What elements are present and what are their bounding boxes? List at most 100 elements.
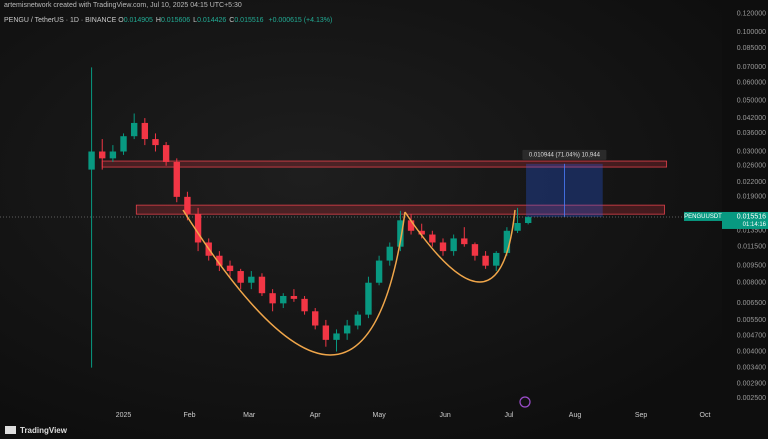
candle-body: [269, 293, 276, 304]
y-tick-label: 0.042000: [737, 115, 766, 122]
y-tick-label: 0.050000: [737, 98, 766, 105]
candle-body: [152, 139, 159, 146]
candle-body: [354, 314, 361, 326]
y-tick-label: 0.036000: [737, 130, 766, 137]
price-tag: [722, 211, 768, 229]
candle-body: [312, 311, 319, 326]
y-tick-label: 0.026000: [737, 163, 766, 170]
ohlc-key: H: [155, 17, 161, 24]
candle-body: [301, 298, 308, 312]
symbol-tag: [684, 211, 722, 221]
y-tick-label: 0.030000: [737, 148, 766, 155]
ohlc-value: 0.015606: [160, 17, 191, 24]
candle-body: [397, 220, 404, 247]
price-axis: [722, 0, 768, 410]
y-tick-label: 0.013500: [737, 228, 766, 235]
candle-body: [280, 295, 287, 304]
candle-body: [418, 230, 425, 235]
brand-logo: [5, 426, 16, 434]
plot: 0.120000 0.100000 0.085000 0.070000 0.060000…: [0, 11, 768, 419]
candle-body: [216, 255, 223, 266]
measure-label: 0.010944 (71.04%) 10,944: [529, 152, 601, 158]
candle-body: [514, 223, 521, 231]
candle-body: [375, 260, 383, 283]
ohlc-value: 0.014426: [197, 17, 227, 24]
candle-body: [248, 276, 255, 283]
cup-curve: [182, 209, 406, 356]
candle-body: [386, 246, 393, 261]
ohlc-key: C: [229, 17, 235, 24]
ohlc-key: L: [193, 17, 198, 24]
x-tick-label: Aug: [569, 412, 582, 419]
candle-body: [226, 265, 234, 272]
candle-body: [450, 238, 457, 252]
price-tag-value: 0.015516: [737, 213, 766, 220]
candle-body: [237, 271, 244, 283]
y-tick-label: 0.004700: [737, 332, 766, 339]
candle-body: [503, 230, 511, 253]
candle-body: [173, 161, 180, 197]
candle-body: [407, 220, 415, 231]
candle-body: [99, 151, 106, 159]
candle-body: [461, 238, 468, 245]
candle-body: [109, 151, 117, 159]
y-tick-label: 0.022000: [737, 179, 766, 186]
x-tick-label: Apr: [310, 412, 322, 419]
candle-body: [429, 234, 436, 243]
candle-body: [322, 325, 330, 340]
candle-body: [365, 282, 372, 315]
ohlc-value: 0.014905: [123, 17, 153, 24]
x-tick-label: May: [372, 412, 386, 419]
y-tick-label: 0.100000: [737, 29, 766, 36]
candle-body: [88, 151, 95, 170]
ohlc-value: 0.015516: [234, 17, 264, 24]
candle-body: [493, 252, 500, 266]
y-tick-label: 0.002900: [737, 380, 766, 387]
event-icon[interactable]: [519, 396, 531, 408]
y-tick-label: 0.120000: [737, 11, 766, 18]
x-tick-label: Sep: [635, 412, 648, 419]
ohlc: O0.014905 H0.015606 L0.014426 C0.015516: [118, 17, 266, 24]
x-tick-label: 2025: [116, 412, 132, 419]
candle-body: [482, 255, 489, 266]
y-tick-label: 0.060000: [737, 80, 766, 87]
y-tick-label: 0.009500: [737, 263, 766, 270]
y-tick-label: 0.005500: [737, 317, 766, 324]
candle-body: [162, 145, 170, 162]
candle-body: [524, 217, 532, 224]
x-tick-label: Mar: [243, 412, 256, 419]
handle-curve: [404, 209, 516, 283]
y-tick-label: 0.019000: [737, 194, 766, 201]
y-tick-label: 0.004000: [737, 348, 766, 355]
y-tick-label: 0.011500: [737, 244, 766, 251]
x-tick-label: Feb: [184, 412, 196, 419]
y-tick-label: 0.003400: [737, 365, 766, 372]
x-tick-label: Oct: [700, 412, 711, 419]
candle-body: [471, 244, 479, 256]
change: +0.000615 (+4.13%): [268, 17, 333, 24]
brand: TradingView: [20, 426, 68, 435]
candle-body: [258, 276, 266, 294]
candle-body: [343, 325, 351, 334]
candle-body: [130, 122, 138, 137]
candle-body: [184, 196, 191, 214]
symbol-tag-text: PENGUUSDT: [684, 214, 722, 220]
candle-body: [439, 242, 447, 252]
ohlc-key: O: [118, 17, 124, 24]
y-tick-label: 0.085000: [737, 45, 766, 52]
candle-body: [333, 333, 340, 340]
candle-body: [120, 136, 127, 152]
symbol: PENGU / TetherUS · 1D · BINANCE: [4, 17, 117, 24]
y-tick-label: 0.008000: [737, 280, 766, 287]
y-tick-label: 0.070000: [737, 64, 766, 71]
candle-body: [290, 295, 298, 299]
measure-label-bg: [522, 149, 607, 160]
x-tick-label: Jul: [505, 412, 514, 419]
symbol-line: PENGU / TetherUS · 1D · BINANCE O0.01490…: [4, 17, 335, 24]
credit: artemisnetwork created with TradingView.…: [4, 2, 242, 9]
candle-body: [141, 122, 149, 140]
x-tick-label: Jun: [439, 412, 450, 419]
candle-body: [194, 213, 202, 243]
